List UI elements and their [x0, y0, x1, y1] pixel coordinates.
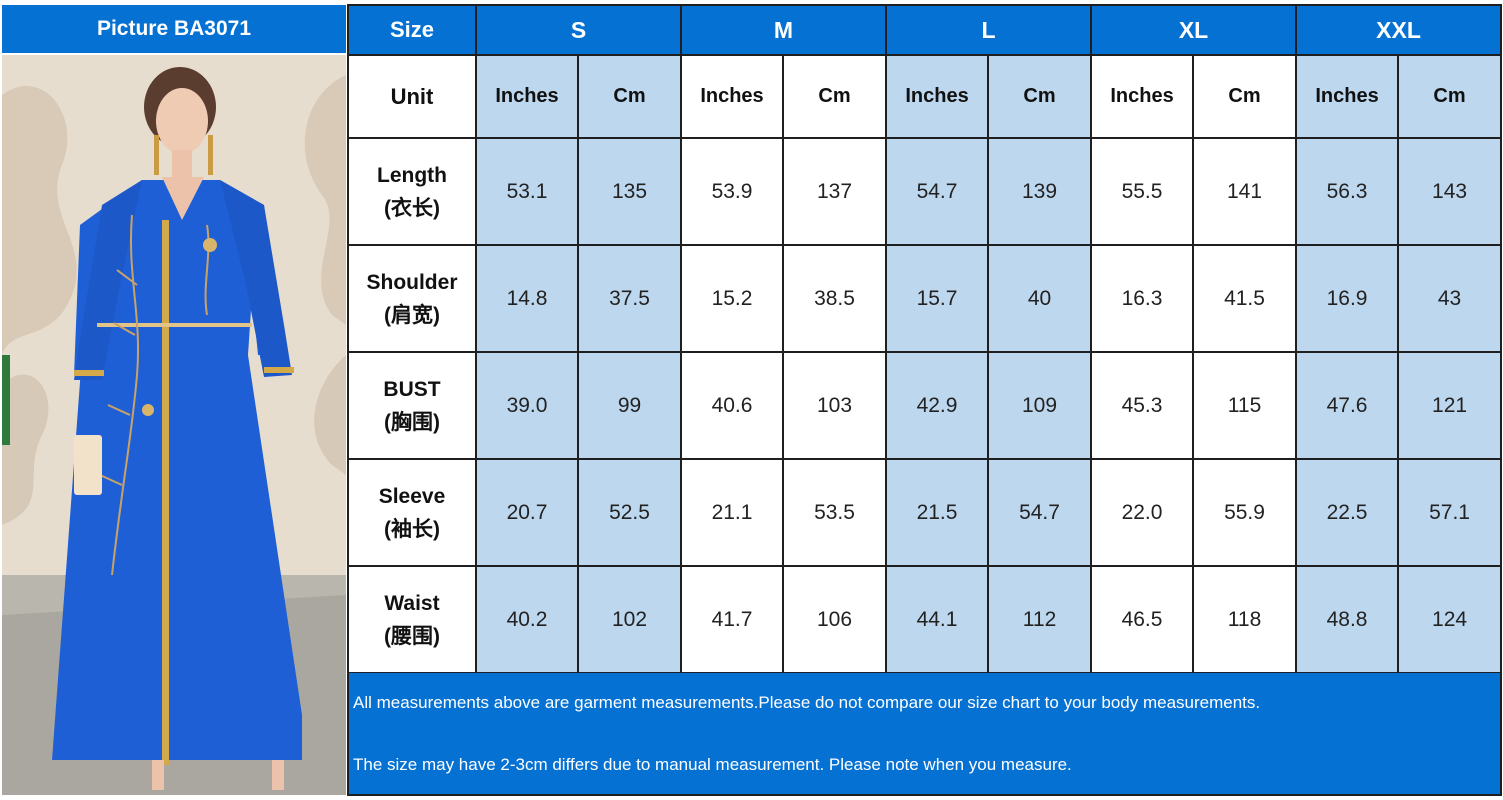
- value-cell: 115: [1192, 351, 1298, 460]
- unit-inches: Inches: [475, 54, 579, 139]
- unit-cm: Cm: [1397, 54, 1503, 139]
- value-cell: 106: [781, 565, 888, 674]
- row-label-sleeve: Sleeve (袖长): [347, 458, 477, 567]
- size-xl-header: XL: [1090, 4, 1298, 56]
- row-label-waist: Waist (腰围): [347, 565, 477, 674]
- value-cell: 102: [577, 565, 682, 674]
- value-cell: 44.1: [885, 565, 990, 674]
- note-garment-measurements: All measurements above are garment measu…: [353, 693, 1261, 712]
- row-label-en: Shoulder: [366, 270, 458, 294]
- measurement-notes: All measurements above are garment measu…: [347, 673, 1502, 796]
- value-cell: 53.1: [475, 137, 579, 246]
- size-m-header: M: [679, 4, 888, 56]
- value-cell: 22.0: [1090, 458, 1195, 567]
- size-s-header: S: [475, 4, 682, 56]
- value-cell: 54.7: [885, 137, 990, 246]
- measurement-rows: Length (衣长) 53.1 135 53.9 137 54.7 139 55…: [347, 137, 1503, 674]
- value-cell: 41.5: [1192, 244, 1298, 353]
- size-table: Size S M L XL XXL Unit Inches Cm Inches …: [347, 4, 1503, 674]
- table-row: Waist (腰围) 40.2 102 41.7 106 44.1 112 46.…: [347, 565, 1503, 674]
- value-cell: 21.1: [680, 458, 784, 567]
- value-cell: 54.7: [987, 458, 1093, 567]
- unit-inches: Inches: [1090, 54, 1195, 139]
- value-cell: 21.5: [885, 458, 990, 567]
- value-cell: 112: [987, 565, 1093, 674]
- value-cell: 42.9: [885, 351, 990, 460]
- value-cell: 118: [1192, 565, 1298, 674]
- row-label-en: Sleeve: [378, 484, 446, 508]
- value-cell: 15.2: [680, 244, 784, 353]
- value-cell: 135: [577, 137, 682, 246]
- unit-inches: Inches: [885, 54, 990, 139]
- unit-inches: Inches: [1295, 54, 1400, 139]
- value-cell: 121: [1397, 351, 1503, 460]
- value-cell: 40: [987, 244, 1093, 353]
- value-cell: 39.0: [475, 351, 579, 460]
- value-cell: 40.2: [475, 565, 579, 674]
- note-manual-measurement: The size may have 2-3cm differs due to m…: [353, 755, 1072, 774]
- table-row: BUST (胸围) 39.0 99 40.6 103 42.9 109 45.3 …: [347, 351, 1503, 460]
- value-cell: 22.5: [1295, 458, 1400, 567]
- row-label-en: Waist: [384, 591, 440, 615]
- value-cell: 14.8: [475, 244, 579, 353]
- value-cell: 55.5: [1090, 137, 1195, 246]
- value-cell: 52.5: [577, 458, 682, 567]
- value-cell: 16.9: [1295, 244, 1400, 353]
- row-label-length: Length (衣长): [347, 137, 477, 246]
- value-cell: 143: [1397, 137, 1503, 246]
- row-label-cn: (衣长): [384, 196, 440, 220]
- value-cell: 109: [987, 351, 1093, 460]
- value-cell: 56.3: [1295, 137, 1400, 246]
- value-cell: 124: [1397, 565, 1503, 674]
- product-photo: [2, 55, 346, 795]
- row-label-shoulder: Shoulder (肩宽): [347, 244, 477, 353]
- size-xxl-header: XXL: [1295, 4, 1503, 56]
- unit-cm: Cm: [577, 54, 682, 139]
- value-cell: 37.5: [577, 244, 682, 353]
- value-cell: 57.1: [1397, 458, 1503, 567]
- row-label-en: BUST: [383, 377, 441, 401]
- row-label-cn: (肩宽): [384, 303, 440, 327]
- value-cell: 137: [781, 137, 888, 246]
- value-cell: 46.5: [1090, 565, 1195, 674]
- value-cell: 55.9: [1192, 458, 1298, 567]
- value-cell: 38.5: [781, 244, 888, 353]
- model-dress-illustration: [2, 55, 346, 795]
- table-row: Shoulder (肩宽) 14.8 37.5 15.2 38.5 15.7 40…: [347, 244, 1503, 353]
- value-cell: 103: [781, 351, 888, 460]
- value-cell: 43: [1397, 244, 1503, 353]
- value-cell: 20.7: [475, 458, 579, 567]
- row-label-cn: (腰围): [384, 624, 440, 648]
- value-cell: 45.3: [1090, 351, 1195, 460]
- value-cell: 53.9: [680, 137, 784, 246]
- value-cell: 48.8: [1295, 565, 1400, 674]
- picture-header: Picture BA3071: [2, 5, 346, 53]
- unit-cm: Cm: [781, 54, 888, 139]
- value-cell: 16.3: [1090, 244, 1195, 353]
- value-cell: 41.7: [680, 565, 784, 674]
- size-header-row: Size S M L XL XXL: [347, 4, 1503, 56]
- unit-label: Unit: [347, 54, 477, 139]
- table-row: Sleeve (袖长) 20.7 52.5 21.1 53.5 21.5 54.7…: [347, 458, 1503, 567]
- value-cell: 47.6: [1295, 351, 1400, 460]
- unit-inches: Inches: [680, 54, 784, 139]
- row-label-cn: (袖长): [384, 517, 440, 541]
- row-label-en: Length: [377, 163, 447, 187]
- unit-cm: Cm: [1192, 54, 1298, 139]
- unit-row: Unit Inches Cm Inches Cm Inches Cm Inche…: [347, 54, 1503, 139]
- table-row: Length (衣长) 53.1 135 53.9 137 54.7 139 55…: [347, 137, 1503, 246]
- value-cell: 15.7: [885, 244, 990, 353]
- row-label-cn: (胸围): [384, 410, 440, 434]
- value-cell: 40.6: [680, 351, 784, 460]
- unit-cm: Cm: [987, 54, 1093, 139]
- value-cell: 53.5: [781, 458, 888, 567]
- value-cell: 139: [987, 137, 1093, 246]
- value-cell: 141: [1192, 137, 1298, 246]
- value-cell: 99: [577, 351, 682, 460]
- size-header: Size: [347, 4, 477, 56]
- row-label-bust: BUST (胸围): [347, 351, 477, 460]
- size-l-header: L: [885, 4, 1093, 56]
